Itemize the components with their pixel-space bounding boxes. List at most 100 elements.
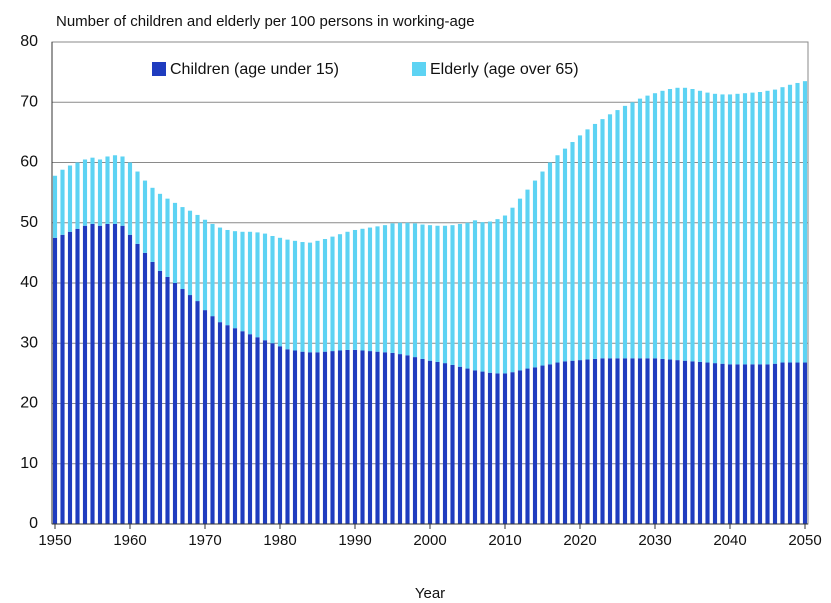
bar-segment [547,162,553,365]
bar-segment [60,234,65,525]
bar-segment [750,364,755,524]
bar-segment [720,94,725,364]
y-tick-label: 80 [20,33,38,50]
bar-segment [202,219,208,311]
bar-segment [82,159,88,226]
bar-segment [772,89,778,364]
bar-segment [157,270,163,524]
bar-segment [735,93,740,365]
bar-segment [517,370,523,524]
bar-segment [675,360,680,524]
chart-title: Number of children and elderly per 100 p… [56,13,475,30]
bar-segment [532,180,538,368]
bar-segment [442,363,448,524]
bar-segment [712,93,718,364]
bar-segment [375,351,380,524]
bar-segment [367,351,373,524]
bar-segment [667,88,673,360]
bar-segment [802,81,808,363]
bar-segment [405,222,410,356]
bar-segment [600,119,605,359]
y-tick-label: 30 [20,334,38,351]
bar-segment [795,362,800,524]
bar-segment [697,90,703,362]
bar-segment [382,352,388,524]
bar-segment [472,220,478,371]
bar-segment [435,361,440,524]
bar-segment [457,366,463,524]
y-tick-label: 0 [29,515,38,532]
bar-segment [540,365,545,524]
bar-segment [255,337,260,524]
bar-segment [277,237,283,347]
bar-segment [750,92,755,365]
bar-segment [585,129,590,360]
bar-segment [765,364,770,524]
bar-segment [712,363,718,524]
bar-segment [255,232,260,338]
bar-segment [412,357,418,524]
legend-swatch [412,62,426,76]
bar-segment [247,334,253,524]
bar-segment [502,373,508,524]
bar-segment [112,155,118,224]
bar-segment [105,223,110,524]
bar-segment [555,155,560,363]
bar-segment [315,240,320,353]
bar-segment [232,231,238,329]
bar-segment [592,123,598,359]
bar-segment [375,226,380,352]
bar-segment [705,362,710,524]
bar-segment [247,231,253,335]
bar-segment [382,225,388,353]
bar-segment [307,352,313,524]
bar-segment [727,94,733,365]
bar-segment [157,193,163,271]
bar-segment [225,229,230,326]
bar-segment [630,358,635,524]
bar-segment [780,362,785,524]
bar-segment [270,236,275,344]
bar-segment [727,364,733,524]
bar-segment [352,229,358,350]
bar-segment [397,222,403,355]
bar-segment [480,371,485,524]
bar-segment [720,363,725,524]
bar-segment [622,105,628,359]
bar-segment [637,358,643,524]
bar-segment [450,225,455,365]
bar-segment [322,239,328,352]
bar-segment [367,227,373,352]
bar-segment [270,343,275,524]
bar-segment [75,162,80,229]
bar-segment [337,350,343,524]
x-tick-label: 1980 [263,532,296,549]
bar-segment [705,92,710,363]
bar-segment [405,355,410,524]
bar-segment [742,364,748,524]
bar-segment [487,372,493,524]
y-tick-label: 10 [20,455,38,472]
bar-segment [337,234,343,351]
bar-segment [352,349,358,524]
x-tick-label: 2040 [713,532,746,549]
bar-segment [660,90,665,359]
bar-segment [442,225,448,364]
bar-segment [120,225,125,524]
legend-swatch [152,62,166,76]
bar-segment [697,361,703,524]
bar-segment [682,360,688,524]
bar-segment [232,328,238,524]
x-tick-label: 1960 [113,532,146,549]
bar-segment [772,363,778,524]
bar-segment [660,358,665,524]
bar-segment [90,157,95,224]
x-tick-label: 2030 [638,532,671,549]
bar-segment [292,240,298,351]
bar-segment [390,352,395,524]
bar-segment [465,222,470,369]
bar-segment [345,231,350,350]
bar-segment [600,358,605,524]
bar-segment [202,310,208,524]
x-tick-label: 1990 [338,532,371,549]
